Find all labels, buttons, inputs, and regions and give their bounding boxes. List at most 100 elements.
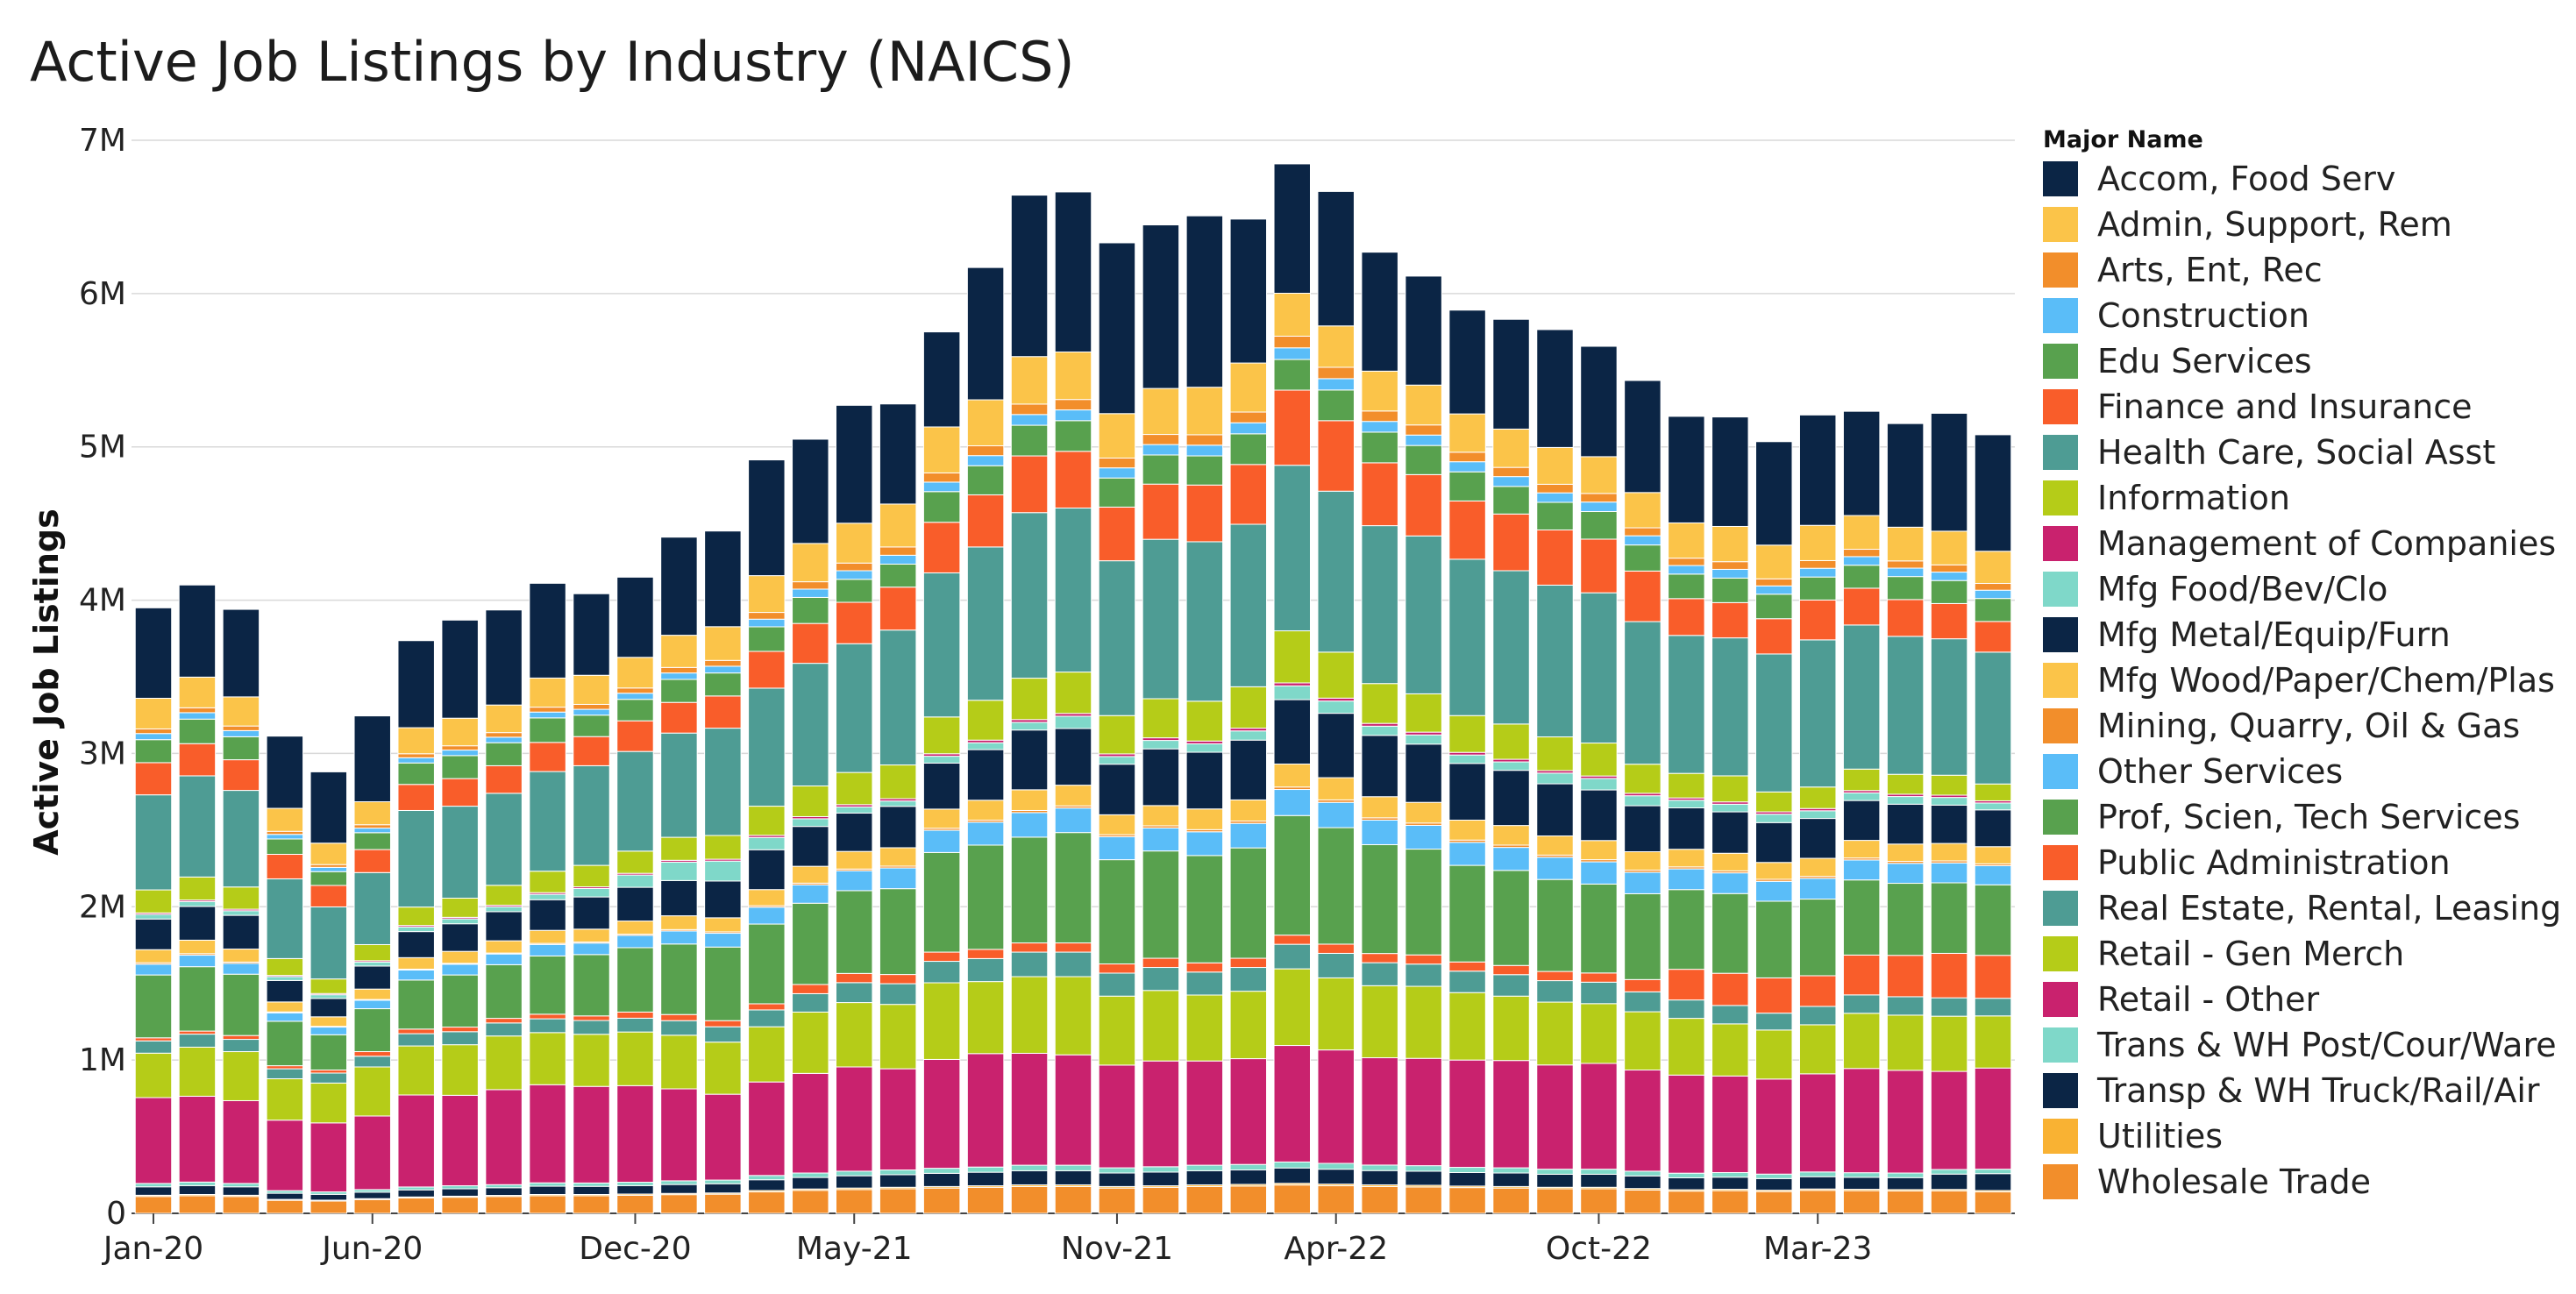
bar-segment — [1317, 1049, 1355, 1164]
bar-stack-Jul-23 — [1974, 434, 2012, 1214]
bar-segment — [222, 914, 260, 950]
bar-segment — [1273, 699, 1311, 764]
bar-segment — [1974, 884, 2012, 956]
bar-segment — [1842, 565, 1881, 589]
bar-segment — [879, 983, 917, 1006]
legend-swatch — [2043, 845, 2078, 880]
legend-entry-label: Retail - Gen Merch — [2097, 935, 2404, 973]
bar-segment — [266, 1012, 304, 1022]
bar-segment — [1185, 484, 1224, 543]
bar-segment — [310, 1200, 348, 1214]
bar-segment — [1273, 935, 1311, 945]
bar-segment — [748, 889, 786, 907]
bar-segment — [1536, 980, 1574, 1003]
bar-segment — [266, 1077, 304, 1121]
bar-segment — [1185, 751, 1224, 810]
bar-segment — [1142, 805, 1180, 827]
bar-segment — [1798, 975, 1837, 1007]
bar-segment — [222, 973, 260, 1036]
bar-segment — [1098, 1064, 1136, 1169]
bar-segment — [966, 1171, 1005, 1187]
bar-segment — [1098, 835, 1136, 861]
bar-segment — [441, 750, 479, 757]
bar-segment — [1711, 872, 1749, 894]
bar-segment — [353, 849, 391, 873]
bar-segment — [310, 771, 348, 844]
bar-segment — [1536, 329, 1574, 448]
bar-segment — [1842, 410, 1881, 516]
bar-segment — [353, 715, 391, 803]
bar-segment — [1448, 992, 1486, 1061]
bar-segment — [1229, 686, 1268, 729]
bar-segment — [529, 899, 566, 931]
bar-segment — [1798, 567, 1837, 578]
bar-segment — [1448, 1167, 1486, 1173]
bar-segment — [660, 1020, 698, 1036]
bar-segment — [1580, 883, 1618, 974]
bar-segment — [353, 965, 391, 990]
bar-segment — [966, 742, 1005, 750]
legend-entry-label: Health Care, Social Asst — [2097, 433, 2495, 472]
bar-segment — [922, 808, 961, 829]
bar-segment — [1142, 827, 1180, 852]
bar-segment — [1798, 857, 1837, 878]
bar-segment — [441, 918, 479, 925]
bar-segment — [353, 1056, 391, 1068]
bar-segment — [616, 687, 654, 694]
bar-segment — [573, 942, 610, 956]
bar-segment — [1930, 1190, 1968, 1214]
bar-stack-Dec-20 — [616, 576, 654, 1214]
bar-stack-Nov-20 — [573, 593, 610, 1214]
bar-segment — [266, 979, 304, 1003]
bar-segment — [1317, 366, 1355, 380]
bar-segment — [792, 1172, 829, 1178]
bar-segment — [1580, 789, 1618, 842]
y-tick-label: 1M — [79, 1042, 126, 1078]
bar-segment — [222, 886, 260, 910]
bar-segment — [879, 629, 917, 766]
bar-segment — [1098, 477, 1136, 508]
bar-segment — [879, 587, 917, 631]
bar-segment — [1010, 455, 1049, 514]
bar-segment — [1580, 1173, 1618, 1188]
bar-segment — [792, 438, 829, 544]
bar-segment — [397, 956, 435, 970]
bar-segment — [660, 666, 698, 674]
bar-segment — [1711, 1171, 1749, 1178]
bar-segment — [1492, 1172, 1530, 1187]
bar-segment — [485, 1018, 523, 1024]
bar-segment — [1010, 942, 1049, 953]
bar-segment — [1624, 544, 1662, 572]
bar-segment — [441, 897, 479, 918]
bar-segment — [1448, 970, 1486, 993]
bar-segment — [1448, 961, 1486, 972]
bar-segment — [748, 1179, 786, 1191]
bar-segment — [310, 1193, 348, 1201]
bar-segment — [1054, 715, 1092, 729]
bar-segment — [1142, 483, 1180, 540]
bar-segment — [660, 537, 698, 636]
bar-segment — [1711, 1075, 1749, 1173]
bar-segment — [397, 809, 435, 908]
bar-segment — [1755, 1191, 1793, 1214]
bar-segment — [1668, 635, 1705, 774]
bar-segment — [879, 563, 917, 588]
bar-segment — [704, 917, 742, 933]
bar-segment — [1317, 977, 1355, 1051]
bar-segment — [836, 1175, 873, 1189]
bar-segment — [616, 886, 654, 922]
bar-segment — [1273, 389, 1311, 466]
bar-segment — [704, 1179, 742, 1184]
bar-segment — [1185, 743, 1224, 753]
bar-segment — [441, 963, 479, 976]
bar-segment — [1361, 431, 1398, 464]
bar-segment — [1668, 1018, 1705, 1076]
bar-segment — [1798, 899, 1837, 977]
bar-segment — [836, 806, 873, 814]
bar-segment — [616, 1194, 654, 1214]
bar-segment — [1273, 1167, 1311, 1184]
bar-segment — [1974, 589, 2012, 600]
bar-segment — [1405, 985, 1442, 1059]
bar-segment — [222, 1051, 260, 1101]
bar-segment — [1842, 800, 1881, 842]
